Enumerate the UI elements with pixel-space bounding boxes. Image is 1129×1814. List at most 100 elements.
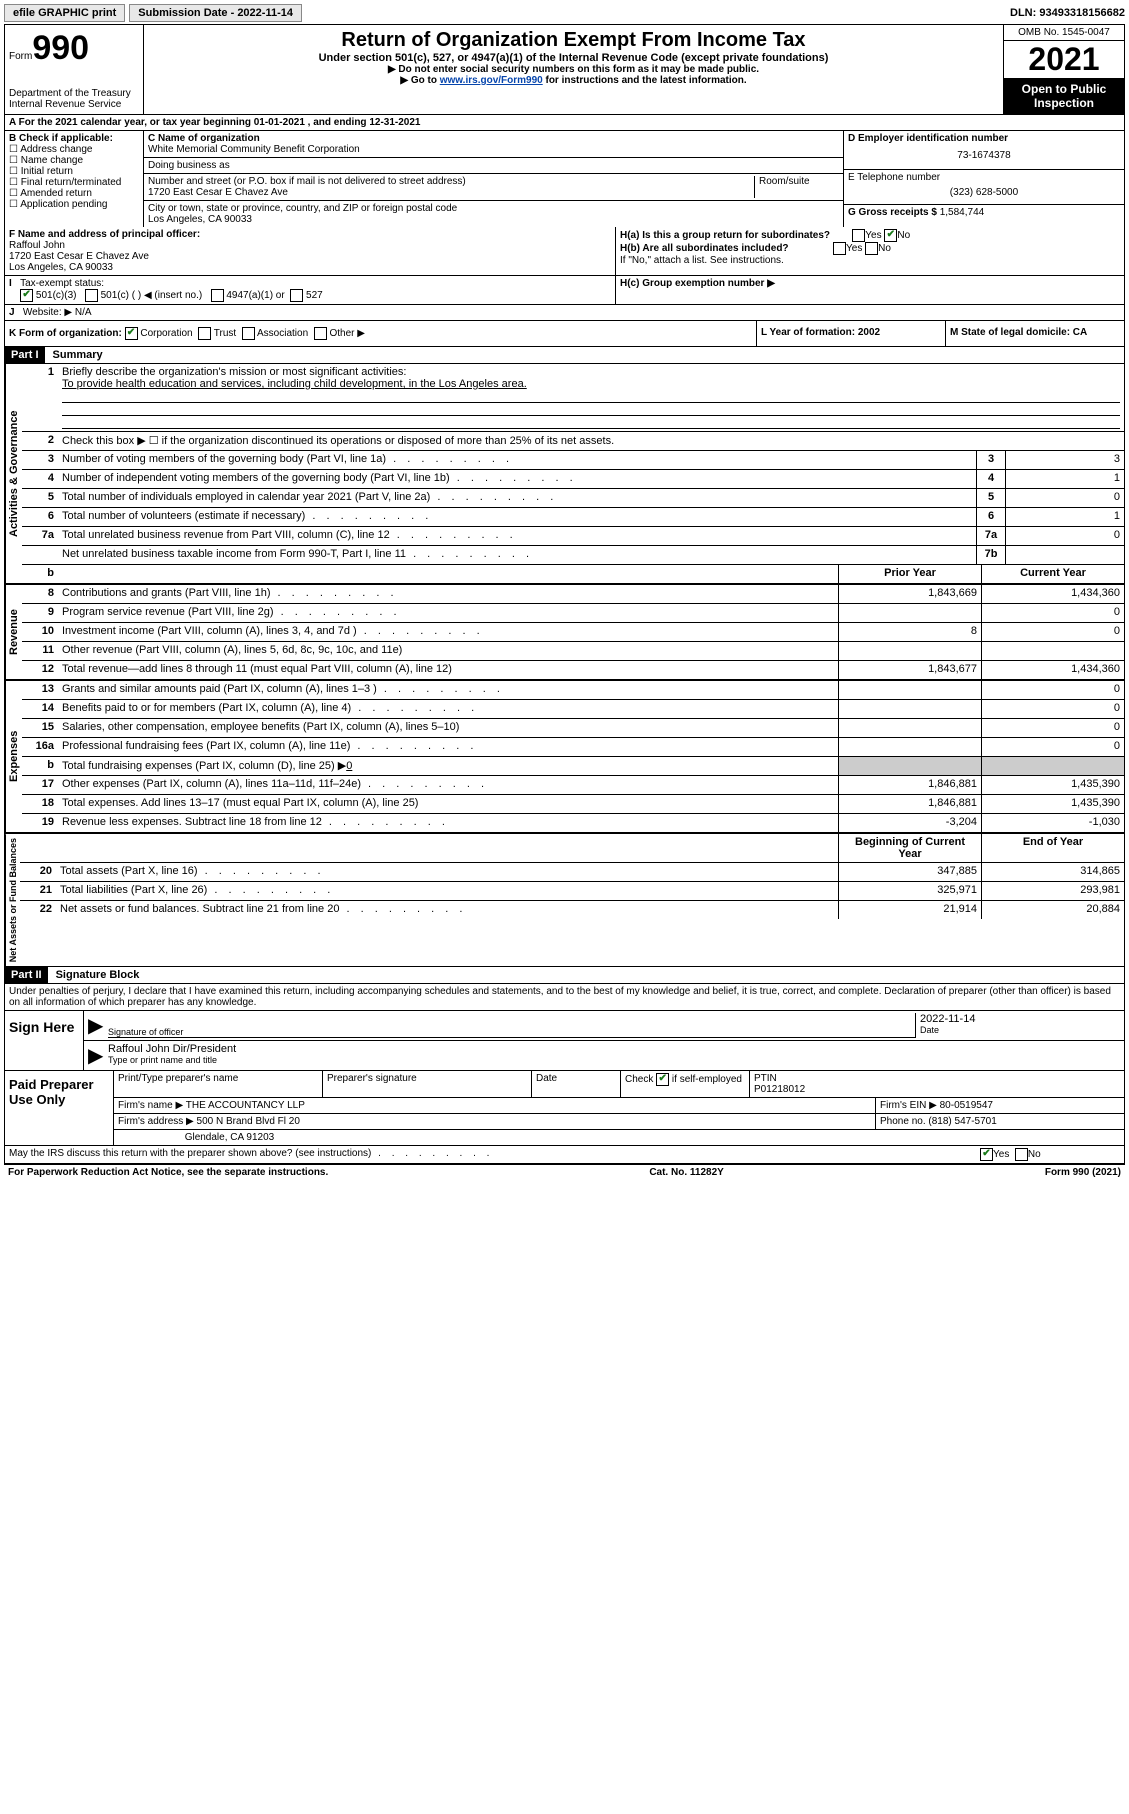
street-address: 1720 East Cesar E Chavez Ave: [148, 187, 754, 198]
section-a: A For the 2021 calendar year, or tax yea…: [5, 115, 1124, 131]
telephone: (323) 628-5000: [848, 183, 1120, 202]
chk-amended[interactable]: ☐ Amended return: [9, 188, 139, 199]
line-4: Number of independent voting members of …: [58, 470, 976, 488]
line-19: Revenue less expenses. Subtract line 18 …: [58, 814, 838, 832]
c15: 0: [981, 719, 1124, 737]
mission-text: To provide health education and services…: [62, 378, 527, 390]
p8: 1,843,669: [838, 585, 981, 603]
klm-row: K Form of organization: Corporation Trus…: [5, 321, 1124, 347]
firm-city-cell: Glendale, CA 91203: [114, 1130, 1124, 1145]
line-14: Benefits paid to or for members (Part IX…: [58, 700, 838, 718]
val-5: 0: [1005, 489, 1124, 507]
year-cell: OMB No. 1545-0047 2021 Open to Public In…: [1003, 25, 1124, 114]
form-prefix: Form: [9, 51, 32, 62]
line-9: Program service revenue (Part VIII, line…: [58, 604, 838, 622]
paid-preparer-label: Paid Preparer Use Only: [5, 1071, 114, 1145]
c17: 1,435,390: [981, 776, 1124, 794]
main-title: Return of Organization Exempt From Incom…: [152, 29, 995, 52]
line-15: Salaries, other compensation, employee b…: [58, 719, 838, 737]
chk-hb-yes[interactable]: [833, 242, 846, 255]
c14: 0: [981, 700, 1124, 718]
city-cell: City or town, state or province, country…: [144, 201, 843, 227]
firm-phone-cell: Phone no. (818) 547-5701: [876, 1114, 1124, 1129]
tax-exempt-status: I Tax-exempt status: 501(c)(3) 501(c) ( …: [5, 276, 616, 304]
line-12: Total revenue—add lines 8 through 11 (mu…: [58, 661, 838, 679]
line-13: Grants and similar amounts paid (Part IX…: [58, 681, 838, 699]
val-7a: 0: [1005, 527, 1124, 545]
dept-label: Department of the Treasury: [9, 88, 139, 99]
gross-receipts: 1,584,744: [940, 207, 985, 218]
pra-notice: For Paperwork Reduction Act Notice, see …: [8, 1167, 328, 1178]
chk-discuss-yes[interactable]: [980, 1148, 993, 1161]
part-2-header: Part II Signature Block: [5, 967, 1124, 984]
line-5: Total number of individuals employed in …: [58, 489, 976, 507]
c19: -1,030: [981, 814, 1124, 832]
p11: [838, 642, 981, 660]
c12: 1,434,360: [981, 661, 1124, 679]
chk-discuss-no[interactable]: [1015, 1148, 1028, 1161]
form-id-cell: Form990 Department of the Treasury Inter…: [5, 25, 144, 114]
chk-corp[interactable]: [125, 327, 138, 340]
prep-name-hdr: Print/Type preparer's name: [114, 1071, 323, 1097]
line-3: Number of voting members of the governin…: [58, 451, 976, 469]
irs-link[interactable]: www.irs.gov/Form990: [440, 75, 543, 86]
p18: 1,846,881: [838, 795, 981, 813]
col-b-header: B Check if applicable:: [9, 133, 139, 144]
rev-vert-label: Revenue: [5, 585, 22, 679]
form-container: Form990 Department of the Treasury Inter…: [4, 24, 1125, 1165]
chk-527[interactable]: [290, 289, 303, 302]
chk-ha-yes[interactable]: [852, 229, 865, 242]
p14: [838, 700, 981, 718]
cat-no: Cat. No. 11282Y: [649, 1167, 723, 1178]
chk-self-emp[interactable]: [656, 1073, 669, 1086]
principal-officer: F Name and address of principal officer:…: [5, 227, 616, 275]
chk-other[interactable]: [314, 327, 327, 340]
tax-year: 2021: [1004, 41, 1124, 78]
chk-app-pending[interactable]: ☐ Application pending: [9, 199, 139, 210]
chk-trust[interactable]: [198, 327, 211, 340]
line-17: Other expenses (Part IX, column (A), lin…: [58, 776, 838, 794]
line-18: Total expenses. Add lines 13–17 (must eq…: [58, 795, 838, 813]
line-10: Investment income (Part VIII, column (A)…: [58, 623, 838, 641]
p20: 347,885: [838, 863, 981, 881]
firm-name-cell: Firm's name ▶ THE ACCOUNTANCY LLP: [114, 1098, 876, 1113]
chk-hb-no[interactable]: [865, 242, 878, 255]
chk-4947[interactable]: [211, 289, 224, 302]
line-20: Total assets (Part X, line 16): [56, 863, 838, 881]
exp-vert-label: Expenses: [5, 681, 22, 832]
col-c: C Name of organization White Memorial Co…: [144, 131, 843, 227]
p13: [838, 681, 981, 699]
chk-501c[interactable]: [85, 289, 98, 302]
net-assets-section: Net Assets or Fund Balances Beginning of…: [5, 834, 1124, 967]
group-return-cell: H(a) Is this a group return for subordin…: [616, 227, 1124, 275]
chk-initial-return[interactable]: ☐ Initial return: [9, 166, 139, 177]
p21: 325,971: [838, 882, 981, 900]
dln-label: DLN: 93493318156682: [1010, 7, 1125, 19]
line-11: Other revenue (Part VIII, column (A), li…: [58, 642, 838, 660]
p10: 8: [838, 623, 981, 641]
gov-vert-label: Activities & Governance: [5, 364, 22, 583]
c13: 0: [981, 681, 1124, 699]
chk-address-change[interactable]: ☐ Address change: [9, 144, 139, 155]
val-3: 3: [1005, 451, 1124, 469]
submission-date: Submission Date - 2022-11-14: [129, 4, 302, 22]
subtitle-3: ▶ Go to www.irs.gov/Form990 for instruct…: [152, 75, 995, 86]
subtitle-1: Under section 501(c), 527, or 4947(a)(1)…: [152, 52, 995, 64]
chk-assoc[interactable]: [242, 327, 255, 340]
line-6: Total number of volunteers (estimate if …: [58, 508, 976, 526]
fgh-row-1: F Name and address of principal officer:…: [5, 227, 1124, 276]
chk-name-change[interactable]: ☐ Name change: [9, 155, 139, 166]
line-8: Contributions and grants (Part VIII, lin…: [58, 585, 838, 603]
p19: -3,204: [838, 814, 981, 832]
state-domicile: M State of legal domicile: CA: [945, 321, 1124, 346]
chk-501c3[interactable]: [20, 289, 33, 302]
sig-date: 2022-11-14: [920, 1013, 1120, 1025]
self-emp-cell: Check if self-employed: [621, 1071, 750, 1097]
firm-ein-cell: Firm's EIN ▶ 80-0519547: [876, 1098, 1124, 1113]
efile-button[interactable]: efile GRAPHIC print: [4, 4, 125, 22]
chk-ha-no[interactable]: [884, 229, 897, 242]
governance-section: Activities & Governance 1 Briefly descri…: [5, 364, 1124, 585]
val-7b: [1005, 546, 1124, 564]
chk-final-return[interactable]: ☐ Final return/terminated: [9, 177, 139, 188]
paid-preparer-block: Paid Preparer Use Only Print/Type prepar…: [5, 1071, 1124, 1146]
